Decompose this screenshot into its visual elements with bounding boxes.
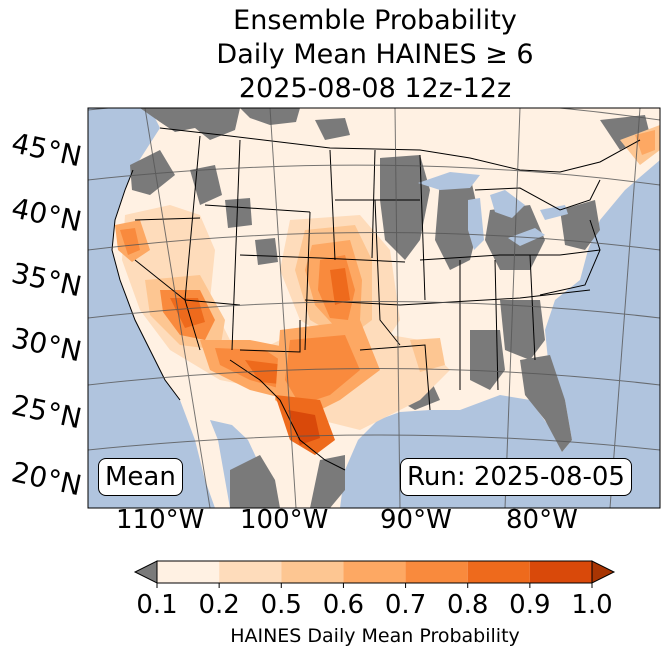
map-frame xyxy=(87,107,661,509)
lon-label-110w: 110°W xyxy=(116,505,205,535)
map-title-line-3: 2025-08-08 12z-12z xyxy=(238,73,512,104)
colorbar-tick-label: 0.8 xyxy=(447,590,489,620)
colorbar-segment xyxy=(157,561,220,583)
colorbar-tick-label: 0.6 xyxy=(322,590,365,620)
lon-label-90w: 90°W xyxy=(380,505,452,535)
colorbar-tick-label: 1.0 xyxy=(571,590,613,620)
map-title-line-2: Daily Mean HAINES ≥ 6 xyxy=(216,39,534,70)
colorbar-tick-label: 0.1 xyxy=(136,590,178,620)
run-date-box: Run: 2025-08-05 xyxy=(400,458,632,496)
colorbar-frame xyxy=(156,560,593,584)
map-area xyxy=(88,108,660,508)
stat-label-box: Mean xyxy=(98,458,183,496)
colorbar-segment xyxy=(405,561,468,583)
colorbar-tick-label: 0.9 xyxy=(509,590,551,620)
colorbar-under-arrow xyxy=(133,560,158,584)
colorbar-tick-label: 0.5 xyxy=(260,590,302,620)
colorbar-segment xyxy=(467,561,530,583)
colorbar-tick-label: 0.7 xyxy=(384,590,427,620)
colorbar xyxy=(133,560,616,588)
colorbar-tick-label: 0.2 xyxy=(198,590,240,620)
lon-label-100w: 100°W xyxy=(240,505,329,535)
colorbar-segment xyxy=(281,561,344,583)
map-title-line-1: Ensemble Probability xyxy=(233,5,517,36)
colorbar-segment xyxy=(219,561,282,583)
missing-data-areas xyxy=(130,108,650,508)
lon-label-80w: 80°W xyxy=(506,505,578,535)
graticule xyxy=(88,108,660,508)
colorbar-label: HAINES Daily Mean Probability xyxy=(230,625,520,647)
colorbar-segment xyxy=(343,561,406,583)
colorbar-segment xyxy=(529,561,592,583)
probability-fill xyxy=(115,125,660,455)
colorbar-over-arrow xyxy=(591,560,616,584)
